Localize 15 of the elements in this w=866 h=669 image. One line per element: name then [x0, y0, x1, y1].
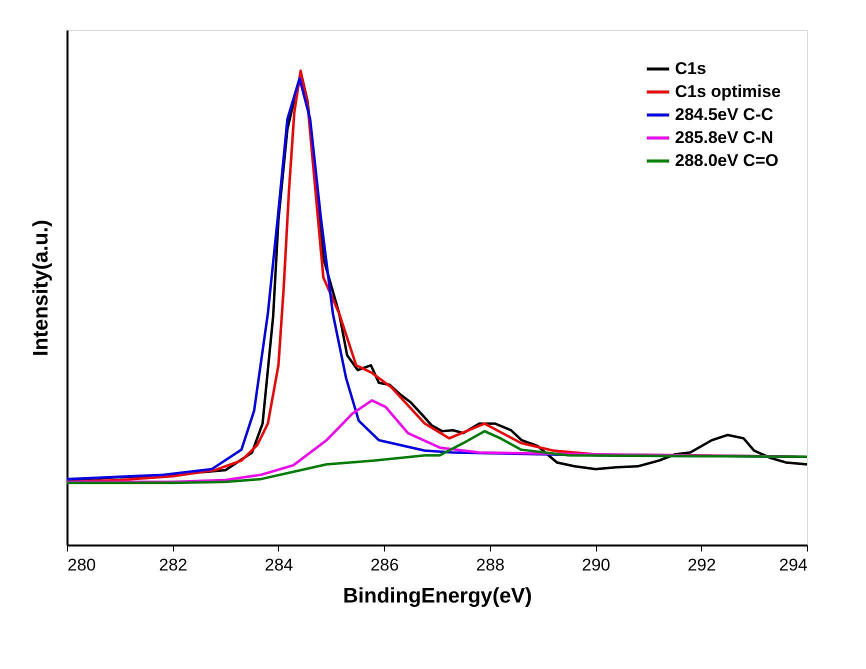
x-tick-label: 282	[159, 556, 188, 574]
legend-label: 285.8eV C-N	[675, 128, 774, 147]
legend-label: 288.0eV C=O	[675, 151, 778, 170]
x-tick-label: 290	[582, 556, 610, 574]
legend-label: C1s optimise	[675, 82, 781, 101]
x-tick-label: 288	[476, 556, 505, 574]
x-tick-label: 280	[68, 556, 96, 574]
legend-label: C1s	[675, 59, 706, 78]
x-axis-title: BindingEnergy(eV)	[342, 584, 532, 608]
legend-label: 284.5eV C-C	[675, 105, 774, 124]
y-axis-title: Intensity(a.u.)	[30, 220, 52, 356]
x-tick-label: 284	[264, 556, 294, 574]
x-tick-label: 292	[688, 556, 716, 574]
x-tick-label: 286	[370, 556, 399, 574]
x-tick-label: 294	[779, 556, 808, 574]
